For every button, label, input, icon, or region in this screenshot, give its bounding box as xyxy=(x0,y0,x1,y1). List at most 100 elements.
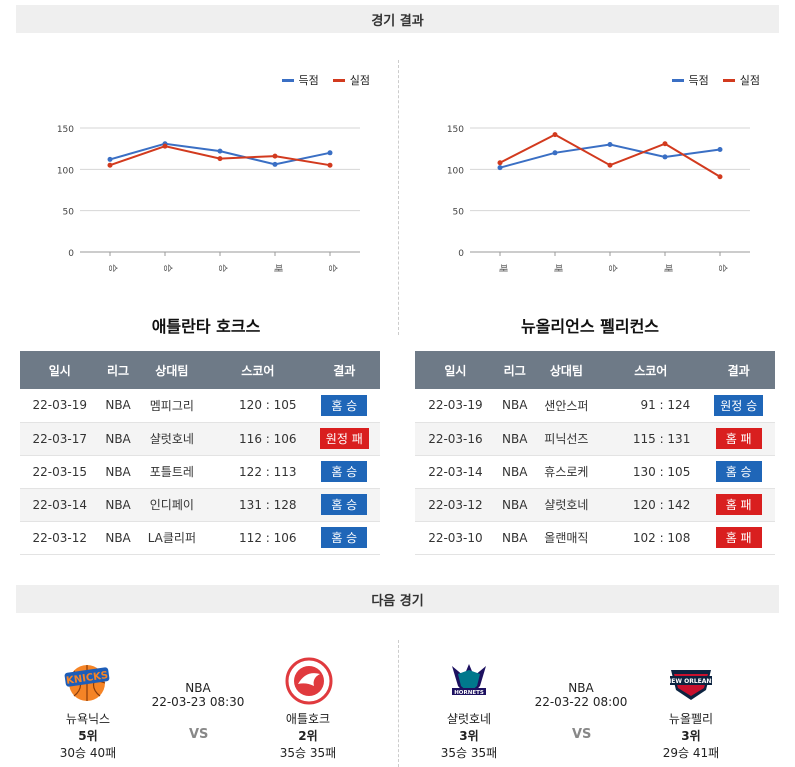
cell-date: 22-03-10 xyxy=(415,521,496,555)
team-record: 29승 41패 xyxy=(662,746,720,760)
data-point xyxy=(497,165,503,171)
y-tick-label: 100 xyxy=(447,166,464,176)
team2-title: 뉴올리언스 펠리컨스 xyxy=(520,317,660,336)
cell-opponent: LA클리퍼 xyxy=(136,521,208,555)
cell-date: 22-03-17 xyxy=(20,422,100,456)
cell-result: 홈 승 xyxy=(308,389,380,423)
y-tick-label: 150 xyxy=(57,125,74,135)
match2-home: 샬럿호네 3위 35승 35패 xyxy=(414,710,524,761)
table-row: 22-03-12 NBA 샬럿호네 120 : 142 홈 패 xyxy=(415,488,775,522)
vs-label: VS xyxy=(572,727,592,742)
table-row: 22-03-16 NBA 피닉선즈 115 : 131 홈 패 xyxy=(415,422,775,456)
result-badge: 홈 승 xyxy=(321,461,368,482)
cell-date: 22-03-19 xyxy=(415,389,496,423)
cell-opponent: 피닉선즈 xyxy=(533,422,600,456)
x-tick-label: 승 xyxy=(107,264,118,272)
team-name: 애틀호크 xyxy=(285,712,331,726)
vs-label: VS xyxy=(189,727,209,742)
match-datetime: 22-03-22 08:00 xyxy=(534,695,628,709)
result-badge: 홈 승 xyxy=(321,527,368,548)
table-row: 22-03-10 NBA 올랜매직 102 : 108 홈 패 xyxy=(415,521,775,555)
match1-away: 애틀호크 2위 35승 35패 xyxy=(253,710,363,761)
result-badge: 원정 승 xyxy=(714,394,764,416)
result-badge: 홈 승 xyxy=(321,494,368,515)
match2-away: 뉴올펠리 3위 29승 41패 xyxy=(636,710,746,761)
team-rank: 3위 xyxy=(459,729,479,743)
x-tick-label: 승 xyxy=(327,264,338,272)
chart-legend: 득점 실점 xyxy=(281,72,370,88)
cell-opponent: 샌안스퍼 xyxy=(533,389,600,423)
cell-date: 22-03-14 xyxy=(20,488,100,522)
data-point xyxy=(662,154,668,160)
x-tick-label: 승 xyxy=(217,264,228,272)
data-point xyxy=(272,153,278,159)
team-rank: 5위 xyxy=(78,729,98,743)
y-tick-label: 150 xyxy=(447,125,464,135)
col-result: 결과 xyxy=(702,351,775,389)
cell-league: NBA xyxy=(99,422,137,456)
knicks-logo-icon: KNICKS xyxy=(64,665,110,701)
data-point xyxy=(107,162,113,168)
svg-text:HORNETS: HORNETS xyxy=(454,690,484,696)
data-point xyxy=(272,161,278,167)
col-score: 스코어 xyxy=(207,351,309,389)
chart-legend: 득점 실점 xyxy=(671,72,760,88)
cell-date: 22-03-12 xyxy=(20,521,100,555)
result-badge: 홈 패 xyxy=(715,494,762,515)
team-name: 샬럿호네 xyxy=(446,712,492,726)
cell-league: NBA xyxy=(99,521,137,555)
next-section-title: 다음 경기 xyxy=(16,585,779,613)
pelicans-logo-icon: NEW ORLEANS xyxy=(666,670,716,700)
cell-score: 112 : 106 xyxy=(207,521,309,555)
team-rank: 3위 xyxy=(681,729,701,743)
col-result: 결과 xyxy=(308,351,380,389)
data-point xyxy=(607,142,613,148)
team2-chart: 득점 실점 0 50 100 150 패 패 승 패 승 xyxy=(410,62,770,302)
y-tick-label: 50 xyxy=(63,208,75,218)
cell-date: 22-03-15 xyxy=(20,455,100,489)
table-row: 22-03-15 NBA 포틀트레 122 : 113 홈 승 xyxy=(20,455,380,489)
legend-conceded: 실점 xyxy=(739,74,760,87)
data-point xyxy=(552,132,558,138)
table-row: 22-03-19 NBA 멤피그리 120 : 105 홈 승 xyxy=(20,389,380,423)
table-row: 22-03-17 NBA 샬럿호네 116 : 106 원정 패 xyxy=(20,422,380,456)
match-league: NBA xyxy=(568,681,594,695)
data-point xyxy=(662,141,668,147)
cell-opponent: 올랜매직 xyxy=(533,521,600,555)
cell-date: 22-03-16 xyxy=(415,422,496,456)
col-opponent: 상대팀 xyxy=(136,351,208,389)
x-tick-label: 패 xyxy=(272,264,283,272)
x-tick-label: 패 xyxy=(497,264,508,272)
data-point xyxy=(497,160,503,166)
data-point xyxy=(607,162,613,168)
table-row: 22-03-12 NBA LA클리퍼 112 : 106 홈 승 xyxy=(20,521,380,555)
result-badge: 홈 승 xyxy=(715,461,762,482)
team-name: 뉴올펠리 xyxy=(668,712,714,726)
data-point xyxy=(107,156,113,162)
team1-results-table: 일시 리그 상대팀 스코어 결과 22-03-19 NBA 멤피그리 120 : 10… xyxy=(20,351,380,555)
match-datetime: 22-03-23 08:30 xyxy=(151,695,245,709)
data-point xyxy=(717,146,723,152)
table-row: 22-03-19 NBA 샌안스퍼 91 : 124 원정 승 xyxy=(415,389,775,423)
cell-opponent: 샬럿호네 xyxy=(533,488,600,522)
match1-home: 뉴욕닉스 5위 30승 40패 xyxy=(33,710,143,761)
cell-league: NBA xyxy=(495,521,534,555)
result-badge: 홈 승 xyxy=(321,394,368,416)
cell-score: 116 : 106 xyxy=(207,422,309,456)
cell-result: 홈 패 xyxy=(702,422,775,456)
cell-score: 120 : 105 xyxy=(207,389,309,423)
col-opponent: 상대팀 xyxy=(533,351,600,389)
x-tick-label: 패 xyxy=(662,264,673,272)
cell-opponent: 휴스로케 xyxy=(533,455,600,489)
data-point xyxy=(327,150,333,156)
x-tick-label: 패 xyxy=(552,264,563,272)
scored-swatch xyxy=(281,78,294,82)
cell-result: 홈 승 xyxy=(702,455,775,489)
team-record: 35승 35패 xyxy=(279,746,337,760)
cell-result: 홈 승 xyxy=(308,455,380,489)
cell-league: NBA xyxy=(99,455,137,489)
conceded-series-line xyxy=(499,133,721,178)
x-tick-label: 승 xyxy=(717,264,728,272)
team2-results-table: 일시 리그 상대팀 스코어 결과 22-03-19 NBA 샌안스퍼 91 : 124… xyxy=(415,351,775,555)
cell-score: 115 : 131 xyxy=(599,422,703,456)
